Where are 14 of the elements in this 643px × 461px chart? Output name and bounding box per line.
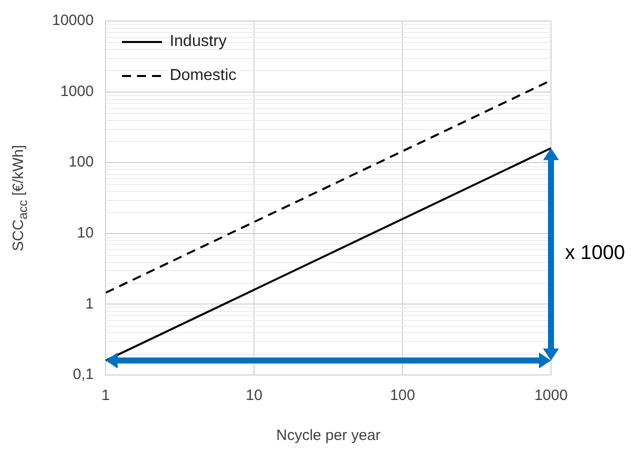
text: x 1000 [565,242,626,266]
x-tick-label: 1 [102,387,110,404]
legend-label: Domestic [170,67,236,85]
y-tick-label: 0,1 [72,366,94,384]
y-tick-label: 10000 [52,12,94,30]
x-tick-label: 100 [390,387,416,404]
y-tick-label: 100 [68,154,94,171]
y-tick-label: 10 [77,224,94,242]
legend-label: Industry [170,33,227,51]
y-tick-label: 1000 [60,82,94,100]
x-axis-title: Ncycle per year [276,427,380,444]
y-tick-label: 1 [85,295,94,312]
x-tick-label: 1000 [534,387,568,404]
x-tick-label: 10 [246,387,262,404]
